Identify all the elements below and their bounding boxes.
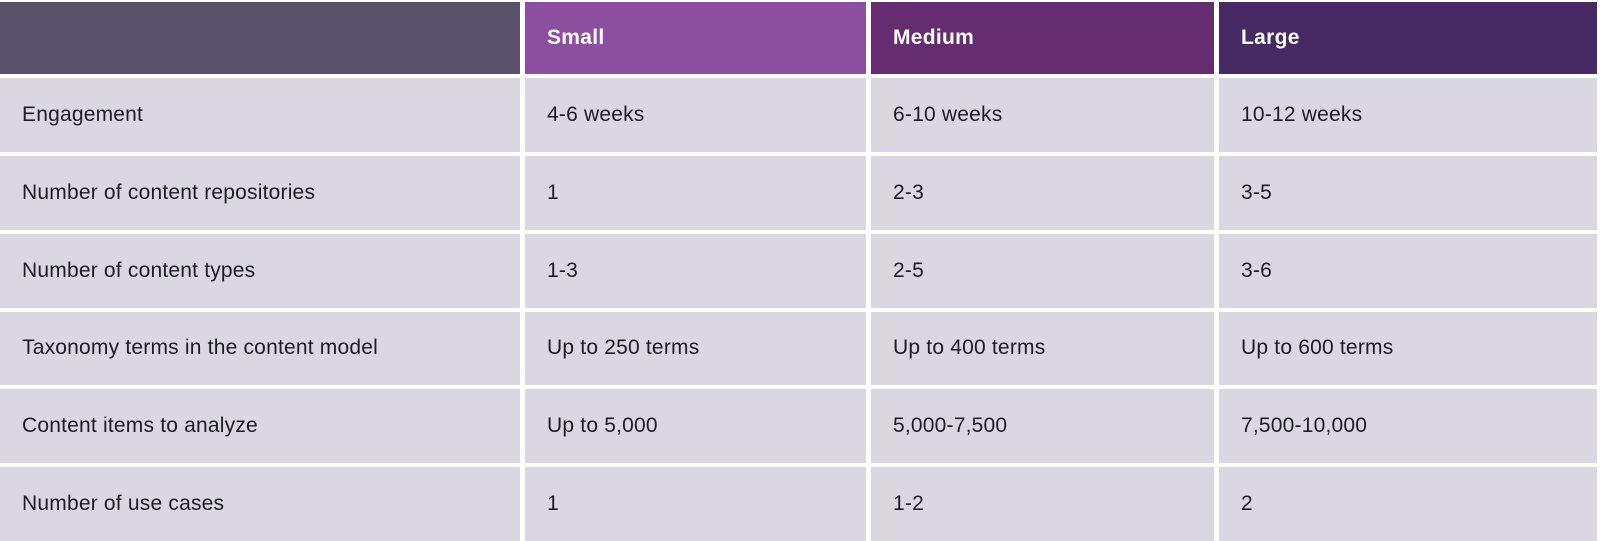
row-label-use-cases: Number of use cases xyxy=(0,467,520,541)
cell-use-cases-small: 1 xyxy=(525,467,866,541)
cell-engagement-large: 10-12 weeks xyxy=(1219,78,1597,152)
cell-repositories-medium: 2-3 xyxy=(871,155,1214,230)
cell-use-cases-medium: 1-2 xyxy=(871,467,1214,541)
cell-taxonomy-small: Up to 250 terms xyxy=(525,311,866,386)
cell-engagement-small: 4-6 weeks xyxy=(525,78,866,152)
row-label-content-types: Number of content types xyxy=(0,233,520,308)
column-header-medium: Medium xyxy=(871,2,1214,74)
row-label-taxonomy-terms: Taxonomy terms in the content model xyxy=(0,311,520,386)
row-label-engagement: Engagement xyxy=(0,78,520,152)
cell-engagement-medium: 6-10 weeks xyxy=(871,78,1214,152)
cell-repositories-small: 1 xyxy=(525,155,866,230)
cell-content-items-small: Up to 5,000 xyxy=(525,389,866,464)
column-header-large: Large xyxy=(1219,2,1597,74)
cell-repositories-large: 3-5 xyxy=(1219,155,1597,230)
row-label-content-items: Content items to analyze xyxy=(0,389,520,464)
cell-content-types-medium: 2-5 xyxy=(871,233,1214,308)
cell-use-cases-large: 2 xyxy=(1219,467,1597,541)
cell-taxonomy-large: Up to 600 terms xyxy=(1219,311,1597,386)
column-header-small: Small xyxy=(525,2,866,74)
cell-content-types-small: 1-3 xyxy=(525,233,866,308)
cell-content-items-medium: 5,000-7,500 xyxy=(871,389,1214,464)
cell-content-items-large: 7,500-10,000 xyxy=(1219,389,1597,464)
cell-taxonomy-medium: Up to 400 terms xyxy=(871,311,1214,386)
cell-content-types-large: 3-6 xyxy=(1219,233,1597,308)
corner-header-cell xyxy=(0,2,520,74)
row-label-content-repositories: Number of content repositories xyxy=(0,155,520,230)
